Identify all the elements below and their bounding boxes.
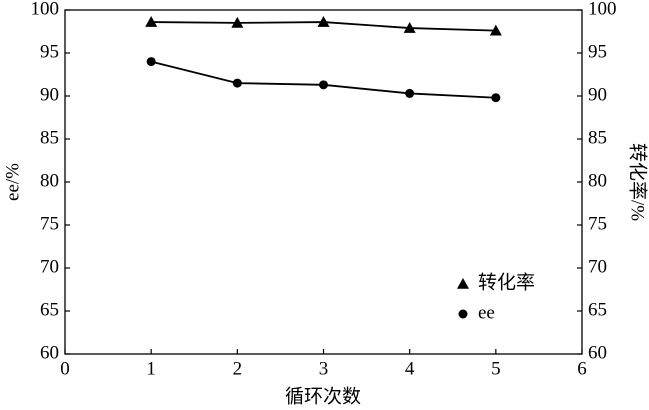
x-tick-label: 5 xyxy=(491,358,501,379)
marker xyxy=(146,57,156,67)
marker xyxy=(489,24,502,36)
y-tick-label: 65 xyxy=(40,299,59,320)
y2-axis-label: 转化率/% xyxy=(627,143,649,221)
y2-tick-label: 85 xyxy=(588,127,607,148)
legend-label: ee xyxy=(478,302,495,323)
y-tick-label: 85 xyxy=(40,127,59,148)
y2-tick-label: 60 xyxy=(588,342,607,363)
marker xyxy=(403,22,416,33)
y2-tick-label: 75 xyxy=(588,213,607,234)
y2-tick-label: 65 xyxy=(588,299,607,320)
y-tick-label: 90 xyxy=(40,84,59,105)
marker xyxy=(319,80,328,90)
x-tick-label: 4 xyxy=(405,358,415,379)
y2-tick-label: 80 xyxy=(588,170,607,191)
y2-tick-label: 100 xyxy=(588,0,617,19)
x-tick-label: 6 xyxy=(577,358,587,379)
x-tick-label: 2 xyxy=(233,358,243,379)
marker xyxy=(457,278,469,289)
marker xyxy=(405,88,415,98)
marker xyxy=(458,309,468,319)
marker xyxy=(232,78,242,88)
x-tick-label: 0 xyxy=(60,358,70,379)
y-tick-label: 75 xyxy=(40,213,59,234)
marker xyxy=(231,16,244,28)
marker xyxy=(317,16,330,27)
y-axis-label: ee/% xyxy=(2,163,23,201)
y2-tick-label: 95 xyxy=(588,41,607,62)
y2-tick-label: 90 xyxy=(588,84,607,105)
marker xyxy=(491,93,501,103)
x-tick-label: 1 xyxy=(146,358,156,379)
legend-label: 转化率 xyxy=(478,271,535,293)
x-tick-label: 3 xyxy=(319,358,329,379)
y-tick-label: 95 xyxy=(40,41,59,62)
y-tick-label: 70 xyxy=(40,256,59,277)
series-line xyxy=(150,60,496,99)
y-tick-label: 80 xyxy=(40,170,59,191)
marker xyxy=(145,16,158,27)
y-tick-label: 60 xyxy=(40,342,59,363)
y2-tick-label: 70 xyxy=(588,256,607,277)
plot-frame xyxy=(64,9,583,355)
x-axis-label: 循环次数 xyxy=(285,385,361,407)
y-tick-label: 100 xyxy=(31,0,60,19)
